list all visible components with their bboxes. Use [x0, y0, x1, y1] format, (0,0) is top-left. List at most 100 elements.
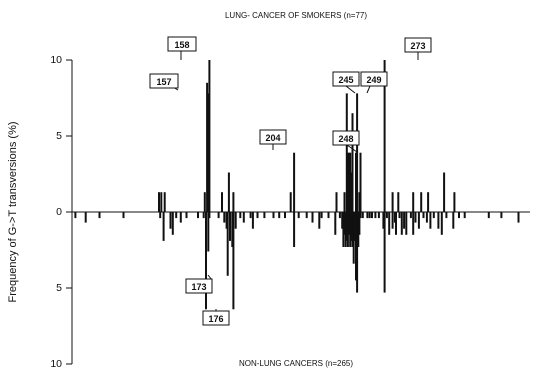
non-lung-bar [500, 212, 503, 219]
smokers-bar [358, 192, 361, 212]
smokers-bar [293, 152, 296, 212]
non-lung-bar [422, 212, 425, 219]
y-tick-label: 0 [56, 206, 62, 218]
smokers-bar [359, 152, 362, 212]
y-tick-label: 10 [50, 358, 62, 370]
non-lung-bar [197, 212, 199, 219]
non-lung-bar [417, 212, 420, 229]
non-lung-bar [225, 212, 228, 229]
non-lung-bar [311, 212, 314, 223]
non-lung-bar [338, 212, 341, 219]
non-lung-bar [344, 212, 347, 247]
non-lung-bar [122, 212, 125, 219]
smokers-bar [160, 192, 163, 212]
codon-label-273: 273 [404, 37, 432, 60]
smokers-bar [335, 192, 338, 212]
non-lung-bar [366, 212, 369, 219]
smokers-bar [350, 172, 353, 212]
non-lung-bar [293, 212, 296, 247]
non-lung-bar [171, 212, 174, 235]
non-lung-bar [391, 212, 394, 229]
smokers-bar [355, 152, 357, 212]
non-lung-bar [98, 212, 101, 219]
non-lung-bar [345, 212, 348, 241]
non-lung-bar [437, 212, 440, 229]
non-lung-bar [297, 212, 300, 219]
non-lung-bar [356, 212, 359, 293]
non-lung-bar [74, 212, 77, 219]
non-lung-bar [432, 212, 435, 219]
svg-text:248: 248 [338, 134, 353, 144]
smokers-bar [349, 152, 352, 212]
non-lung-bar [272, 212, 275, 219]
non-lung-bar [357, 212, 360, 247]
non-lung-bar [185, 212, 188, 219]
non-lung-bar [175, 212, 178, 219]
non-lung-bar [284, 212, 286, 219]
y-tick-label: 5 [56, 130, 62, 142]
non-lung-bar [249, 212, 252, 219]
non-lung-bar [414, 212, 417, 223]
non-lung-bar [382, 212, 385, 229]
non-lung-bar [400, 212, 403, 235]
non-lung-bar [517, 212, 520, 223]
non-lung-bar [368, 212, 371, 219]
non-lung-bar [358, 212, 361, 235]
codon-label-248: 248 [332, 130, 360, 153]
non-lung-bar [205, 212, 207, 310]
non-lung-bar [463, 212, 466, 219]
non-lung-bar [305, 212, 308, 219]
non-lung-bars [74, 212, 520, 310]
smokers-bar [420, 192, 423, 212]
non-lung-bar [429, 212, 432, 229]
non-lung-bar [349, 212, 352, 247]
smokers-bar [158, 192, 160, 212]
non-lung-bar [395, 212, 397, 235]
non-lung-bar [350, 212, 353, 241]
non-lung-bar [159, 212, 162, 219]
smokers-bar [221, 192, 223, 212]
non-lung-bar [226, 212, 229, 276]
smokers-bar [348, 152, 351, 212]
smokers-bar [443, 172, 446, 212]
non-lung-bar [487, 212, 490, 219]
non-lung-bar [231, 212, 234, 247]
non-lung-bar [242, 212, 245, 223]
non-lung-bar [409, 212, 412, 219]
svg-text:245: 245 [338, 75, 353, 85]
non-lung-bar [374, 212, 377, 219]
non-lung-bar [256, 212, 259, 219]
non-lung-bar [169, 212, 172, 229]
non-lung-bar [352, 212, 355, 264]
non-lung-bar [346, 212, 349, 247]
non-lung-bar [229, 212, 231, 241]
non-lung-bar [179, 212, 182, 223]
codon-label-245: 245 [332, 71, 360, 94]
non-lung-bar [353, 212, 356, 241]
non-lung-bar [84, 212, 87, 223]
non-lung-bar [217, 212, 220, 219]
smokers-bar [391, 192, 394, 212]
codon-label-158: 158 [167, 36, 197, 60]
non-lung-bar [334, 212, 337, 235]
smokers-bar [208, 60, 211, 212]
smokers-bar [346, 152, 349, 212]
smokers-bar [453, 192, 456, 212]
smokers-bar [356, 93, 359, 212]
codon-label-204: 204 [259, 129, 287, 150]
non-lung-bar [425, 212, 428, 223]
non-lung-bar [405, 212, 408, 235]
non-lung-bar [327, 212, 330, 219]
y-tick-label: 10 [50, 54, 62, 66]
smokers-bar [351, 113, 354, 212]
non-lung-bar [232, 212, 235, 310]
smokers-bar [343, 192, 346, 212]
smokers-bars [158, 60, 456, 212]
smokers-bar [207, 93, 210, 212]
smokers-bar [383, 60, 386, 212]
smokers-bar [206, 82, 209, 212]
non-lung-bar [251, 212, 254, 229]
non-lung-bar [445, 212, 448, 219]
smokers-bar [227, 172, 230, 212]
